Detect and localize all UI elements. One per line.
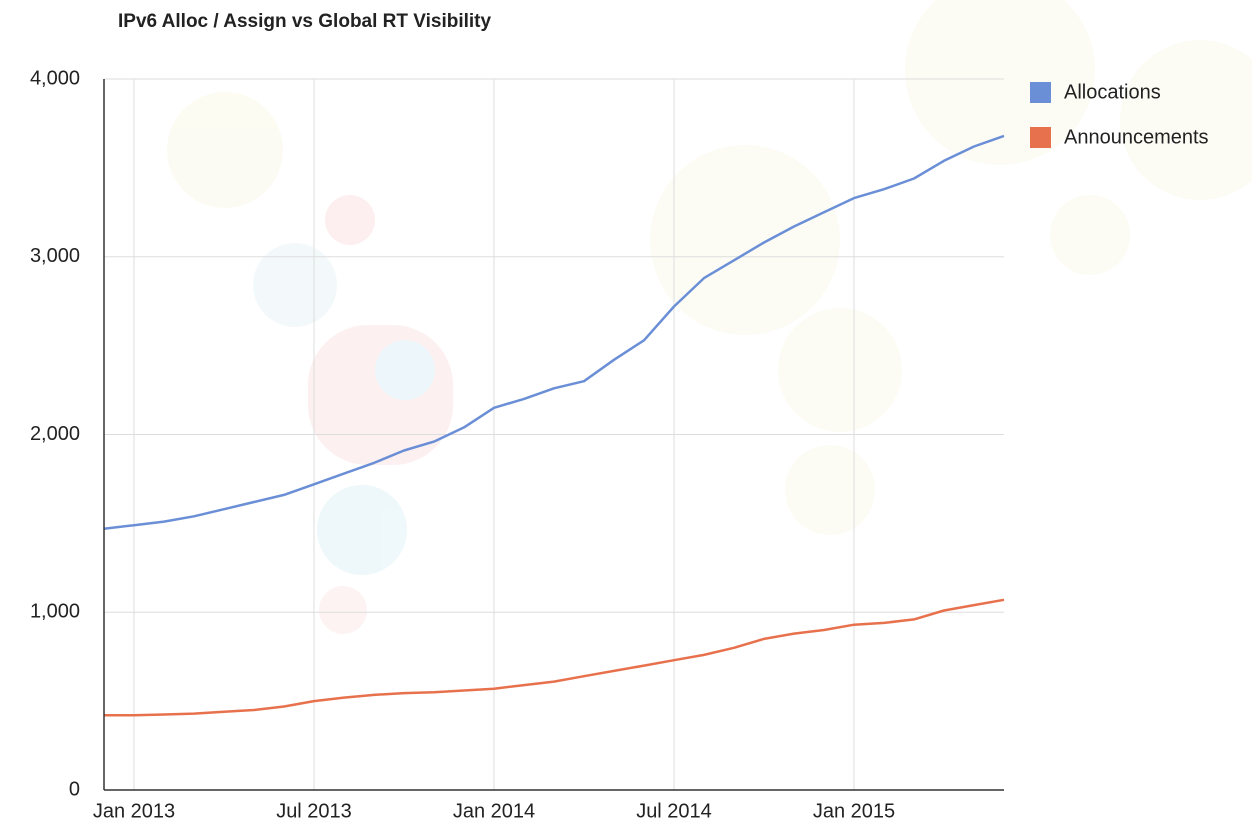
legend: Allocations Announcements <box>1030 81 1209 148</box>
legend-swatch <box>1030 127 1051 148</box>
plot <box>103 134 1005 717</box>
legend-label: Allocations <box>1064 81 1161 103</box>
chart-title: IPv6 Alloc / Assign vs Global RT Visibil… <box>118 11 492 32</box>
y-tick-label: 1,000 <box>30 601 80 623</box>
background-bubbles <box>167 0 1252 634</box>
y-tick-label: 0 <box>69 778 80 800</box>
series-line <box>104 598 1005 717</box>
legend-swatch <box>1030 82 1051 103</box>
series-line <box>103 134 1005 530</box>
x-tick-label: Jan 2013 <box>93 800 175 822</box>
x-tick-label: Jan 2014 <box>453 800 535 822</box>
x-tick-label: Jul 2013 <box>276 800 352 822</box>
y-tick-label: 2,000 <box>30 423 80 445</box>
x-tick-label: Jan 2015 <box>813 800 895 822</box>
x-tick-label: Jul 2014 <box>636 800 712 822</box>
legend-label: Announcements <box>1064 126 1209 148</box>
y-tick-label: 4,000 <box>30 67 80 89</box>
y-tick-label: 3,000 <box>30 245 80 267</box>
